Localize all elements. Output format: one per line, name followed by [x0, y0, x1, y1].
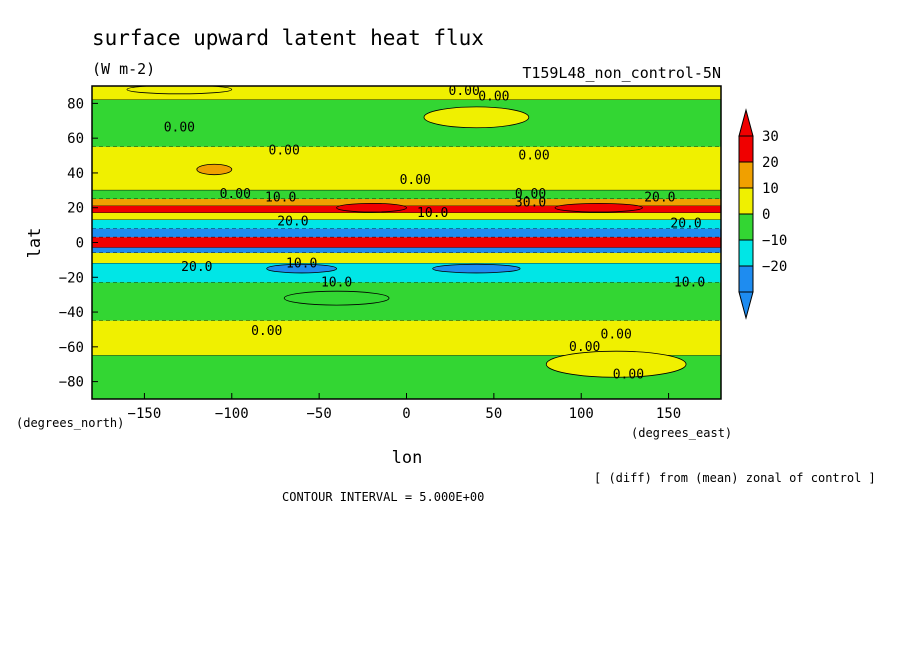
x-axis-label: lon	[392, 448, 423, 468]
contour-label-10: 10.0	[417, 206, 448, 221]
x-units-label: (degrees_east)	[631, 426, 732, 440]
y-tick-label: −40	[59, 305, 84, 321]
colorbar-segment	[738, 187, 754, 215]
y-tick-label: −80	[59, 375, 84, 391]
y-axis-label: lat	[25, 228, 45, 259]
colorbar-segment	[738, 213, 754, 241]
contour-patch-7	[423, 106, 530, 129]
x-tick-label: 50	[485, 406, 502, 422]
contour-label-6: 0.00	[220, 187, 251, 202]
contour-patch-4	[432, 263, 521, 274]
x-tick-label: 150	[656, 406, 681, 422]
y-tick-label: 40	[67, 166, 84, 182]
contour-patch-3	[266, 263, 338, 274]
contour-patch-6	[545, 350, 687, 378]
contour-band-3	[92, 190, 721, 200]
colorbar-segment	[738, 135, 754, 163]
contour-band-8	[92, 228, 721, 238]
colorbar-label: 20	[762, 155, 779, 171]
y-tick-label: 0	[76, 236, 84, 252]
chart-units: (W m-2)	[92, 60, 155, 78]
contour-band-5	[92, 205, 721, 213]
x-tick-label: 100	[569, 406, 594, 422]
contour-interval: CONTOUR INTERVAL = 5.000E+00	[282, 490, 484, 504]
colorbar-segment	[738, 161, 754, 189]
y-tick-label: −60	[59, 340, 84, 356]
x-axis: −150 −100 −50 0 50 100 150	[128, 393, 681, 422]
contour-patch-0	[196, 163, 233, 176]
contour-label-5: 0.00	[400, 173, 431, 188]
contour-band-1	[92, 99, 721, 147]
contour-label-3: 0.00	[269, 143, 300, 158]
contour-label-13: 20.0	[277, 215, 308, 230]
contour-label-11: 20.0	[670, 216, 701, 231]
contour-label-17: 10.0	[674, 275, 705, 290]
y-tick-label: 60	[67, 131, 84, 147]
x-tick-label: 0	[402, 406, 410, 422]
y-axis: −80 −60 −40 −20 0 20 40 60 80	[59, 96, 98, 391]
contour-band-10	[92, 247, 721, 253]
contour-label-18: 0.00	[251, 324, 282, 339]
contour-label-9: 20.0	[644, 190, 675, 205]
colorbar-under-arrow	[738, 291, 754, 320]
contour-band-4	[92, 199, 721, 206]
contour-label-0: 0.00	[449, 84, 480, 99]
contour-patch-5	[283, 290, 390, 306]
contour-label-4: 0.00	[518, 149, 549, 164]
contour-patch-1	[336, 202, 407, 213]
contour-band-13	[92, 282, 721, 321]
contour-band-6	[92, 212, 721, 220]
contour-label-7: 0.00	[515, 187, 546, 202]
contour-label-15: 10.0	[286, 256, 317, 271]
contour-band-12	[92, 263, 721, 283]
chart-title: surface upward latent heat flux	[92, 26, 484, 50]
contour-label-16: 10.0	[321, 275, 352, 290]
diff-note: [ (diff) from (mean) zonal of control ]	[594, 471, 876, 485]
colorbar-label: 30	[762, 129, 779, 145]
contour-band-7	[92, 219, 721, 229]
x-tick-label: −150	[128, 406, 162, 422]
y-units-label: (degrees_north)	[16, 416, 124, 430]
colorbar-label: −20	[762, 259, 787, 275]
plot-area	[92, 86, 721, 399]
colorbar: 30 20 10 0 −10 −20	[738, 108, 787, 320]
x-tick-label: −50	[306, 406, 331, 422]
contour-patch-2	[554, 202, 643, 213]
colorbar-over-arrow	[738, 108, 754, 137]
y-tick-label: 80	[67, 96, 84, 112]
colorbar-label: 0	[762, 207, 770, 223]
contour-band-14	[92, 320, 721, 356]
run-label: T159L48_non_control-5N	[522, 64, 721, 82]
contour-label-21: 0.00	[613, 368, 644, 383]
colorbar-label: −10	[762, 233, 787, 249]
contour-label-19: 0.00	[601, 328, 632, 343]
contour-band-0	[92, 86, 721, 100]
contour-label-20: 0.00	[569, 340, 600, 355]
contour-band-9	[92, 237, 721, 248]
contour-label-12: 10.0	[265, 190, 296, 205]
contour-label-1: 0.00	[478, 89, 509, 104]
colorbar-label: 10	[762, 181, 779, 197]
contour-label-2: 0.00	[164, 121, 195, 136]
colorbar-segment	[738, 265, 754, 293]
contour-band-11	[92, 252, 721, 264]
contour-label-8: 30.0	[515, 196, 546, 211]
y-tick-label: −20	[59, 270, 84, 286]
colorbar-segment	[738, 239, 754, 267]
y-tick-label: 20	[67, 201, 84, 217]
x-tick-label: −100	[215, 406, 249, 422]
contour-label-14: 20.0	[181, 260, 212, 275]
contour-patch-8	[126, 86, 233, 95]
